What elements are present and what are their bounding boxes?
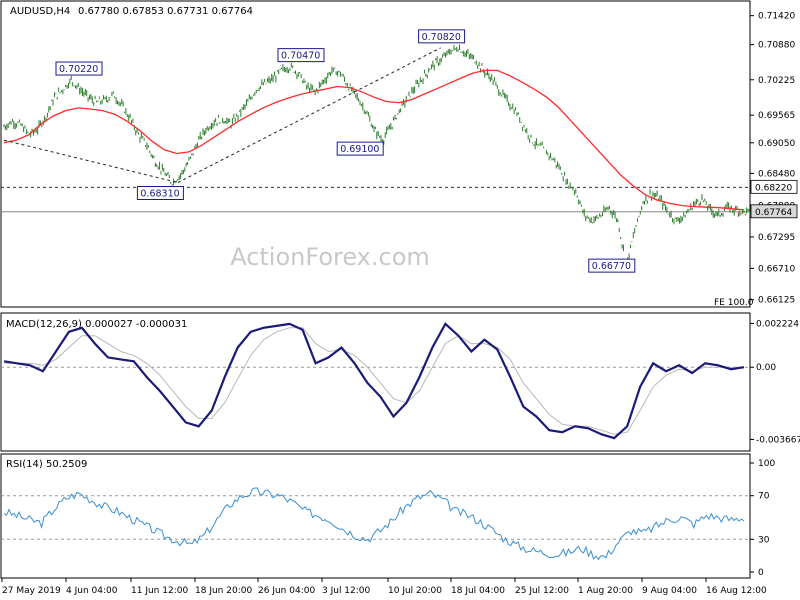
time-axis-tick-label: 3 Jul 12:00: [322, 586, 371, 596]
price-level-tag-label: 0.67764: [755, 208, 792, 218]
macd-axis-tick-label: -0.003667: [756, 435, 800, 445]
rsi-axis-tick-label: 0: [758, 568, 764, 578]
time-axis-tick-label: 27 May 2019: [2, 586, 61, 596]
macd-axis-tick-label: 0.002224: [756, 319, 799, 329]
price-annotation-label: 0.70470: [281, 51, 320, 62]
time-axis-tick-label: 16 Aug 12:00: [706, 586, 767, 596]
price-annotation-label: 0.70220: [59, 64, 98, 75]
time-axis-tick-label: 11 Jun 12:00: [131, 586, 188, 596]
time-axis-tick-label: 4 Jun 04:00: [66, 586, 118, 596]
time-axis-tick-label: 18 Jun 20:00: [195, 586, 252, 596]
price-annotation-box: [418, 29, 466, 44]
ohlc-readout: 0.67780 0.67853 0.67731 0.67764: [78, 6, 253, 17]
price-annotation-box: [55, 61, 103, 76]
time-axis-tick-label: 25 Jul 12:00: [515, 586, 569, 596]
rsi-series-line: [3, 487, 745, 561]
price-annotation-label: 0.70820: [422, 32, 461, 43]
main-chart-title: AUDUSD,H4: [10, 6, 70, 17]
time-axis-tick-label: 10 Jul 20:00: [388, 586, 442, 596]
price-annotation-box: [336, 141, 384, 156]
price-annotation-label: 0.66770: [592, 261, 631, 272]
price-annotation-label: 0.69100: [340, 144, 379, 155]
rsi-panel-frame: [0, 453, 751, 579]
moving-average-line: [3, 69, 745, 211]
price-level-tag-label: 0.68220: [755, 183, 792, 193]
axes-layer: 0.71420 0.70880 0.70225 0.69565 0.69050 0.684…: [1, 12, 800, 596]
price-axis-tick-label: 0.68480: [758, 169, 795, 179]
time-axis-tick-label: 18 Jul 04:00: [451, 586, 505, 596]
time-axis-tick-label: 9 Aug 04:00: [642, 586, 697, 596]
price-level-tag: [750, 204, 798, 219]
price-axis-tick-label: 0.71420: [758, 12, 795, 22]
price-annotation-box: [136, 186, 184, 201]
price-axis-tick-label: 0.66710: [758, 264, 795, 274]
time-axis-tick-label: 26 Jun 04:00: [258, 586, 315, 596]
price-axis-tick-label: 0.69565: [758, 111, 795, 121]
macd-axis-tick-label: 0.00: [756, 363, 776, 373]
time-axis-tick-label: 1 Aug 20:00: [578, 586, 633, 596]
price-axis-tick-label: 0.70225: [758, 76, 795, 86]
price-axis-tick-label: 0.67295: [758, 233, 795, 243]
main-chart-layer: 0.70220 0.68310 0.70470 0.69100 0.70820 0.667…: [1, 29, 752, 273]
price-annotation-box: [277, 48, 325, 63]
rsi-axis-tick-label: 30: [758, 535, 770, 545]
price-axis-tick-label: 0.70880: [758, 41, 795, 51]
macd-title: MACD(12,26,9) 0.000027 -0.000031: [6, 319, 187, 330]
macd-chart-layer: [1, 322, 750, 440]
watermark: ActionForex.com: [230, 243, 430, 271]
price-axis-tick-label: 0.66125: [758, 296, 795, 306]
rsi-axis-tick-label: 70: [758, 492, 770, 502]
price-axis-tick-label: 0.69050: [758, 139, 795, 149]
price-level-tag: [750, 179, 798, 194]
macd-panel-frame: [0, 312, 751, 452]
fe-label: FE 100.0: [714, 298, 754, 308]
price-annotation-label: 0.68310: [140, 189, 179, 200]
rsi-axis-tick-label: 100: [758, 459, 775, 469]
price-annotation-box: [588, 258, 636, 273]
rsi-chart-layer: [1, 487, 750, 561]
macd-series-line: [3, 322, 745, 440]
trendline: [177, 47, 441, 183]
rsi-title: RSI(14) 50.2509: [6, 459, 87, 470]
